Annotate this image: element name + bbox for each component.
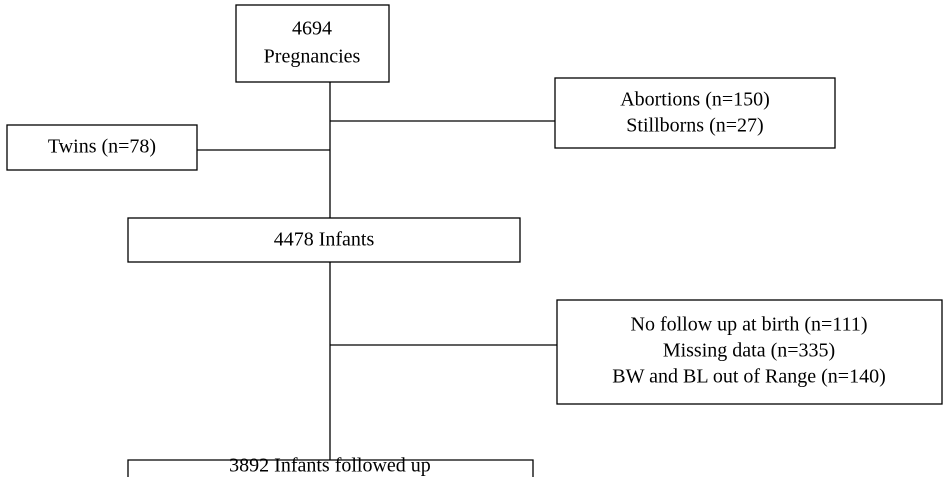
node-box: [127, 217, 521, 263]
node-text: No follow up at birth (n=111): [631, 314, 868, 336]
node-text: Abortions (n=150): [620, 89, 770, 111]
node-text: Stillborns (n=27): [626, 115, 763, 137]
node-text: BW and BL out of Range (n=140): [612, 366, 885, 388]
node-text: Missing data (n=335): [663, 340, 835, 362]
node-text: 4478 Infants: [274, 229, 375, 251]
node-text: Twins (n=78): [48, 136, 156, 158]
node-text: Pregnancies: [264, 46, 361, 68]
node-box: [6, 124, 198, 171]
node-box: [554, 77, 836, 149]
node-box: [235, 4, 390, 83]
node-box: [556, 299, 943, 405]
node-text: 3892 Infants followed up: [229, 455, 431, 477]
node-text: 4694: [292, 18, 332, 40]
node-box: [127, 459, 534, 477]
